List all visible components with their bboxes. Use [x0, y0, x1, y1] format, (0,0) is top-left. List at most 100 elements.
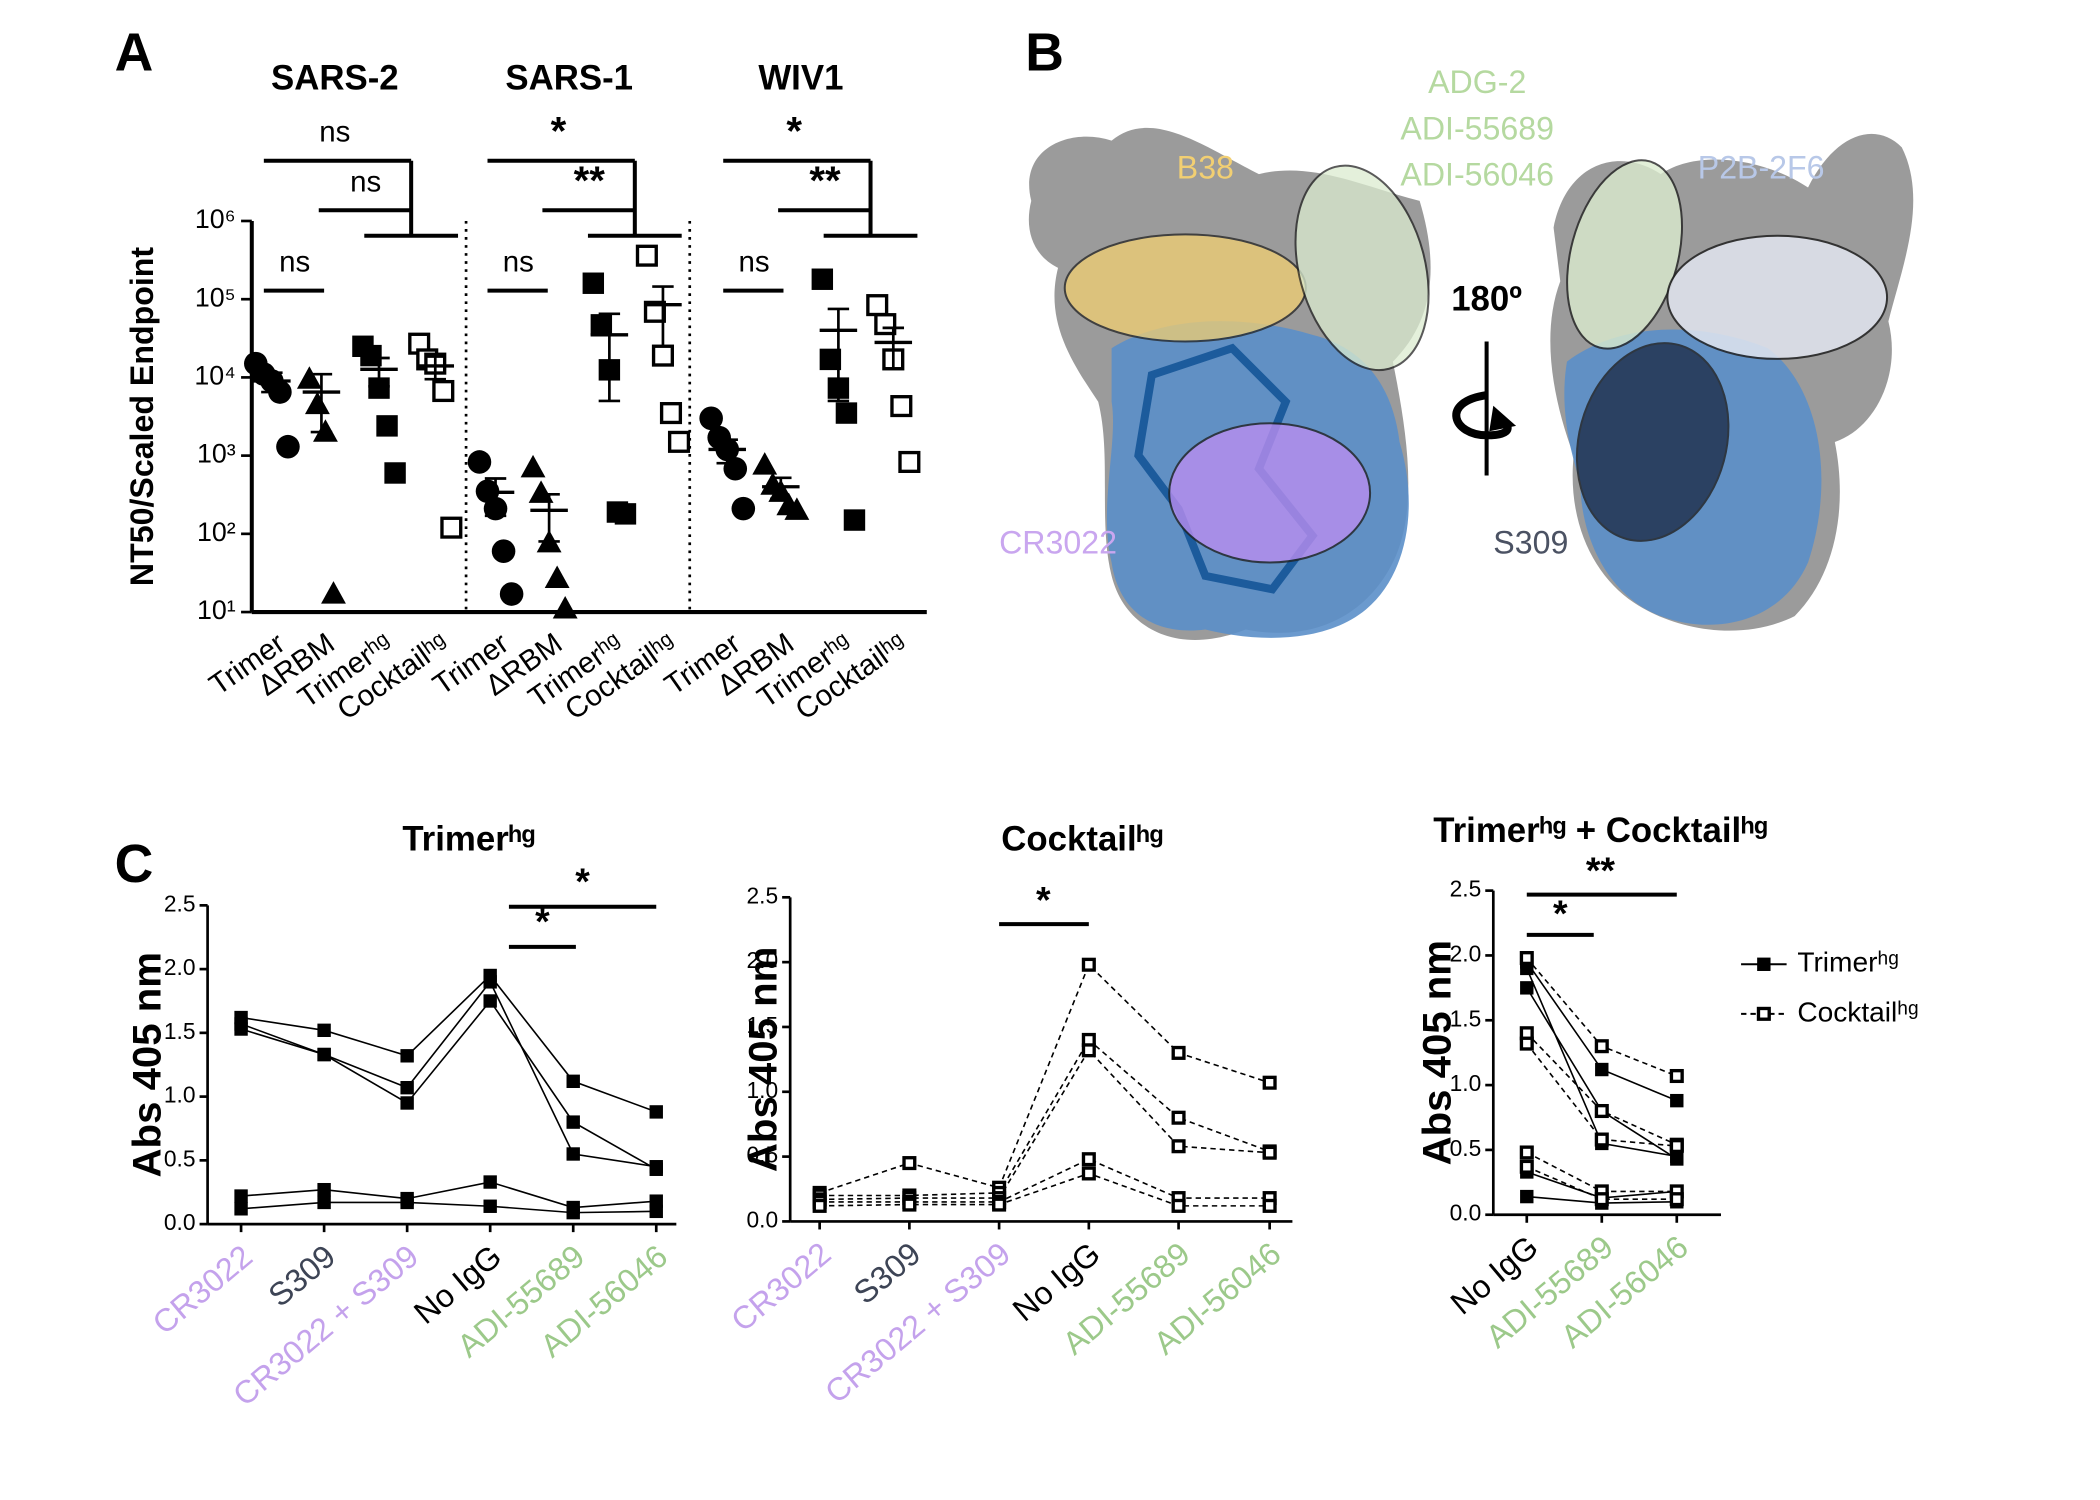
epitope-label: ADI-55689 [1400, 111, 1554, 147]
y-tick-label: 10⁴ [194, 360, 235, 390]
y-tick-label: 0.5 [746, 1142, 778, 1168]
point [731, 496, 756, 521]
error-bar [770, 476, 792, 501]
point [1519, 1159, 1534, 1174]
point [1594, 1192, 1609, 1207]
point [843, 509, 866, 531]
chart-title: Cocktailʰᵍ [1001, 819, 1163, 858]
group-title: SARS-2 [271, 59, 399, 98]
point [483, 975, 497, 989]
point [491, 539, 516, 563]
y-tick-label: 0.5 [1450, 1135, 1482, 1161]
point [440, 516, 463, 539]
point [1171, 1139, 1186, 1154]
significance-label: ** [809, 158, 841, 203]
y-tick-label: 2.5 [1450, 876, 1482, 902]
point [304, 391, 330, 415]
point [1520, 1189, 1534, 1204]
point [1594, 1039, 1609, 1054]
point [296, 366, 322, 389]
point [400, 1049, 414, 1063]
significance-label: * [1553, 892, 1568, 934]
significance-label: ns [738, 246, 769, 279]
point [234, 1202, 248, 1216]
error-bar [261, 371, 283, 394]
series-line [819, 1038, 1270, 1197]
point [699, 406, 723, 431]
panel-label: B [1025, 23, 1064, 82]
point [1520, 981, 1534, 995]
point [566, 1147, 580, 1161]
y-tick-label: 0.0 [746, 1206, 778, 1232]
significance-label: * [1036, 879, 1051, 921]
point [1669, 1138, 1684, 1154]
point [1262, 1145, 1277, 1160]
chart-title: Trimerʰᵍ + Cocktailʰᵍ [1433, 811, 1767, 850]
point [1262, 1075, 1277, 1090]
point [276, 434, 300, 459]
group-title: WIV1 [758, 59, 843, 98]
point [651, 344, 674, 367]
point [1171, 1198, 1186, 1213]
error-bar [598, 312, 621, 403]
significance-label: ns [503, 246, 534, 279]
point [1669, 1192, 1684, 1207]
point [1081, 1043, 1096, 1058]
point [784, 497, 810, 520]
point [835, 402, 858, 424]
error-bar [538, 492, 560, 543]
y-tick-label: 1.5 [746, 1012, 778, 1038]
point [667, 430, 691, 453]
significance-label: ns [279, 246, 310, 279]
error-bar [424, 355, 446, 381]
error-bar [827, 307, 850, 403]
point [1171, 1110, 1186, 1125]
y-tick-label: 1.0 [746, 1077, 778, 1103]
point [1519, 1036, 1534, 1051]
point [1171, 1045, 1186, 1060]
point [1670, 1093, 1684, 1108]
point [321, 581, 346, 604]
significance-label: * [551, 109, 567, 154]
point [544, 565, 570, 588]
y-axis-label: Abs 405 nm [741, 947, 786, 1172]
point [649, 1194, 663, 1208]
legend-label: Trimerʰᵍ [1797, 947, 1899, 978]
series-line [240, 974, 657, 1113]
series-line [1526, 1166, 1677, 1200]
point [432, 379, 455, 403]
point [811, 268, 834, 290]
point [1262, 1198, 1277, 1213]
point [566, 1074, 580, 1089]
point [1669, 1068, 1684, 1084]
epitope-label: ADG-2 [1428, 64, 1526, 100]
point [1670, 1152, 1684, 1166]
point [898, 450, 921, 474]
point [317, 1195, 331, 1210]
legend-label: Cocktailʰᵍ [1797, 996, 1918, 1027]
y-tick-label: 2.5 [746, 882, 778, 908]
point [400, 1096, 414, 1110]
point [649, 1105, 663, 1119]
point [317, 1047, 331, 1062]
point [866, 294, 889, 317]
y-tick-label: 10¹ [197, 595, 236, 625]
y-tick-label: 0.0 [164, 1209, 196, 1235]
y-tick-label: 0.5 [164, 1145, 196, 1171]
point [552, 595, 578, 619]
point [566, 1205, 580, 1220]
significance-label: ns [350, 165, 381, 198]
epitope-label: ADI-56046 [1400, 156, 1554, 192]
epitope-label: S309 [1493, 525, 1568, 561]
point [1595, 1062, 1609, 1077]
y-tick-label: 1.0 [164, 1082, 196, 1108]
structure-right [1550, 133, 1914, 631]
rotation-label: 180º [1451, 280, 1522, 319]
y-axis-label: Abs 405 nm [125, 952, 170, 1177]
point [376, 415, 398, 437]
error-bar [652, 285, 674, 348]
panel-label: C [115, 835, 154, 894]
point [483, 994, 497, 1008]
error-bar [716, 438, 738, 465]
